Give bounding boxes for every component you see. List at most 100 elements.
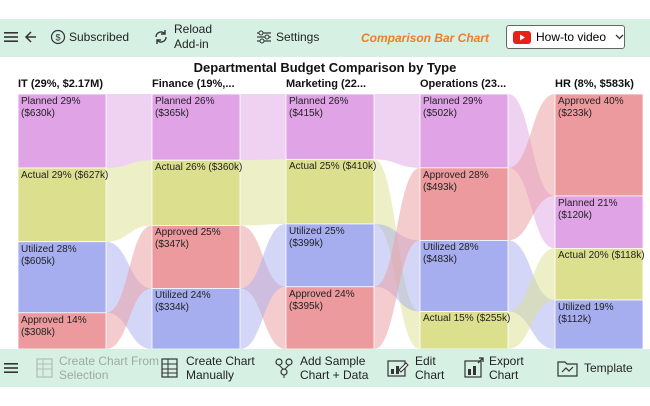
howto-video-dropdown[interactable]: How-to video xyxy=(506,25,625,49)
segment-label: Planned 26% ($365k) xyxy=(152,94,254,160)
edit-chart-line1: Edit xyxy=(415,354,436,368)
segment-label: Utilized 28% ($483k) xyxy=(420,240,522,311)
bar-segment-planned xyxy=(151,93,241,161)
segment-label-line2: ($483k) xyxy=(423,254,457,266)
reload-line2: Add-in xyxy=(174,37,209,51)
dollar-circle-icon: $ xyxy=(50,29,66,45)
segment-label-line1: Approved 25% xyxy=(155,227,221,239)
sample-data-icon xyxy=(273,357,295,379)
reload-line1: Reload xyxy=(174,22,213,36)
create-from-selection-button[interactable]: Create Chart From Selection xyxy=(35,354,159,382)
chart-title: Departmental Budget Comparison by Type xyxy=(193,60,457,75)
edit-chart-icon xyxy=(386,357,410,379)
segment-label-line2: ($334k) xyxy=(155,302,189,314)
settings-label: Settings xyxy=(276,30,320,44)
bar-segment-approved xyxy=(151,225,241,289)
bar-segment-planned xyxy=(419,93,509,169)
segment-label: Utilized 24% ($334k) xyxy=(152,288,254,349)
bar-segment-utilized xyxy=(285,223,375,288)
segment-label: Planned 29% ($502k) xyxy=(420,94,522,168)
bar-segment-actual xyxy=(17,167,107,243)
column-header: IT (29%, $2.17M) xyxy=(18,78,103,90)
bar-segment-utilized xyxy=(151,288,241,349)
settings-button[interactable]: Settings xyxy=(256,29,319,45)
ribbon-approved xyxy=(374,167,420,349)
segment-label: Planned 26% ($415k) xyxy=(286,94,388,159)
subscribed-button[interactable]: $ Subscribed xyxy=(50,29,129,45)
segment-label: Planned 29% ($630k) xyxy=(18,94,120,168)
bar-segment-approved xyxy=(419,167,509,241)
segment-label: Actual 29% ($627k) xyxy=(18,168,120,242)
add-sample-line1: Add Sample xyxy=(300,354,366,368)
export-chart-line1: Export xyxy=(489,354,524,368)
segment-label-line1: Utilized 24% xyxy=(155,290,211,302)
segment-label-line1: Actual 25% ($410k) xyxy=(289,161,377,173)
bar-segment-actual xyxy=(151,159,241,226)
ribbon-approved xyxy=(508,94,555,241)
settings-sliders-icon xyxy=(256,29,272,45)
segment-label-line2: ($415k) xyxy=(289,108,323,119)
column-header: Operations (23... xyxy=(420,78,507,90)
segment-label-line1: Utilized 25% xyxy=(289,225,345,237)
edit-chart-button[interactable]: Edit Chart xyxy=(386,354,444,382)
segment-label-line1: Utilized 28% xyxy=(21,243,77,255)
segment-label-line2: ($395k) xyxy=(289,300,323,312)
segment-label-line1: Planned 21% xyxy=(558,197,618,209)
ribbon-planned xyxy=(106,94,152,169)
segment-label-line2: ($630k) xyxy=(21,108,55,119)
segment-label-line2: ($502k) xyxy=(423,108,457,119)
ribbon-actual xyxy=(240,159,286,226)
segment-label-line2: ($347k) xyxy=(155,239,189,251)
template-button[interactable]: Template xyxy=(557,359,633,377)
ribbon-approved xyxy=(106,225,152,349)
segment-label: Planned 21% ($120k) xyxy=(555,196,650,248)
segment-label: Utilized 19% ($112k) xyxy=(555,300,650,349)
svg-text:$: $ xyxy=(55,33,60,43)
segment-label-line1: Utilized 19% xyxy=(558,302,614,313)
bar-segment-approved xyxy=(285,286,375,349)
reload-addin-button[interactable]: Reload Add-in xyxy=(152,22,212,52)
chart-name-label: Comparison Bar Chart xyxy=(361,31,490,45)
bar-segment-utilized xyxy=(17,241,107,314)
create-manually-button[interactable]: Create Chart Manually xyxy=(160,354,255,382)
segment-label: Utilized 25% ($399k) xyxy=(286,224,388,287)
export-chart-button[interactable]: Export Chart xyxy=(463,354,524,382)
bottom-toolbar: Create Chart From Selection Create Chart… xyxy=(0,349,650,387)
segment-label-line1: Planned 29% xyxy=(423,96,483,107)
segment-label: Utilized 28% ($605k) xyxy=(18,242,120,313)
bar-segment-approved xyxy=(17,312,107,349)
ribbon-utilized xyxy=(240,223,286,349)
segment-label-line1: Planned 26% xyxy=(155,96,215,107)
top-toolbar: $ Subscribed Reload Add-in Settings Comp… xyxy=(0,19,650,57)
segment-label-line2: ($605k) xyxy=(21,255,55,267)
create-manually-line2: Manually xyxy=(186,368,235,382)
column-header: Finance (19%,... xyxy=(152,78,235,90)
segment-label-line1: Approved 24% xyxy=(289,288,355,300)
add-sample-chart-button[interactable]: Add Sample Chart + Data xyxy=(273,354,368,382)
youtube-icon xyxy=(513,30,531,44)
table-select-icon xyxy=(35,357,55,379)
column-header: HR (8%, $583k) xyxy=(555,78,634,90)
segment-label: Approved 14% ($308k) xyxy=(18,313,120,349)
chevron-down-icon xyxy=(615,34,624,40)
create-manually-line1: Create Chart xyxy=(186,354,255,368)
hamburger-menu-icon[interactable] xyxy=(4,362,18,374)
segment-label-line1: Actual 29% ($627k) xyxy=(21,170,109,182)
ribbon-actual xyxy=(508,248,555,349)
create-from-selection-line2: Selection xyxy=(59,368,109,382)
segment-label: Approved 24% ($395k) xyxy=(286,287,388,349)
segment-label: Actual 20% ($118k) xyxy=(555,248,650,300)
back-arrow-icon[interactable] xyxy=(24,30,38,44)
bar-segment-actual xyxy=(419,311,509,349)
segment-label: Actual 25% ($410k) xyxy=(286,159,388,224)
bar-segment-planned xyxy=(17,93,107,169)
column-header: Marketing (22... xyxy=(286,78,367,90)
edit-chart-line2: Chart xyxy=(415,368,445,382)
segment-label: Approved 40% ($233k) xyxy=(555,94,650,196)
hamburger-menu-icon[interactable] xyxy=(4,31,18,43)
segment-label-line2: ($493k) xyxy=(423,181,457,193)
bar-segment-planned xyxy=(285,93,375,160)
bar-segment-actual xyxy=(554,247,644,301)
segment-label: Approved 25% ($347k) xyxy=(152,225,254,288)
ribbon-planned xyxy=(240,94,286,161)
